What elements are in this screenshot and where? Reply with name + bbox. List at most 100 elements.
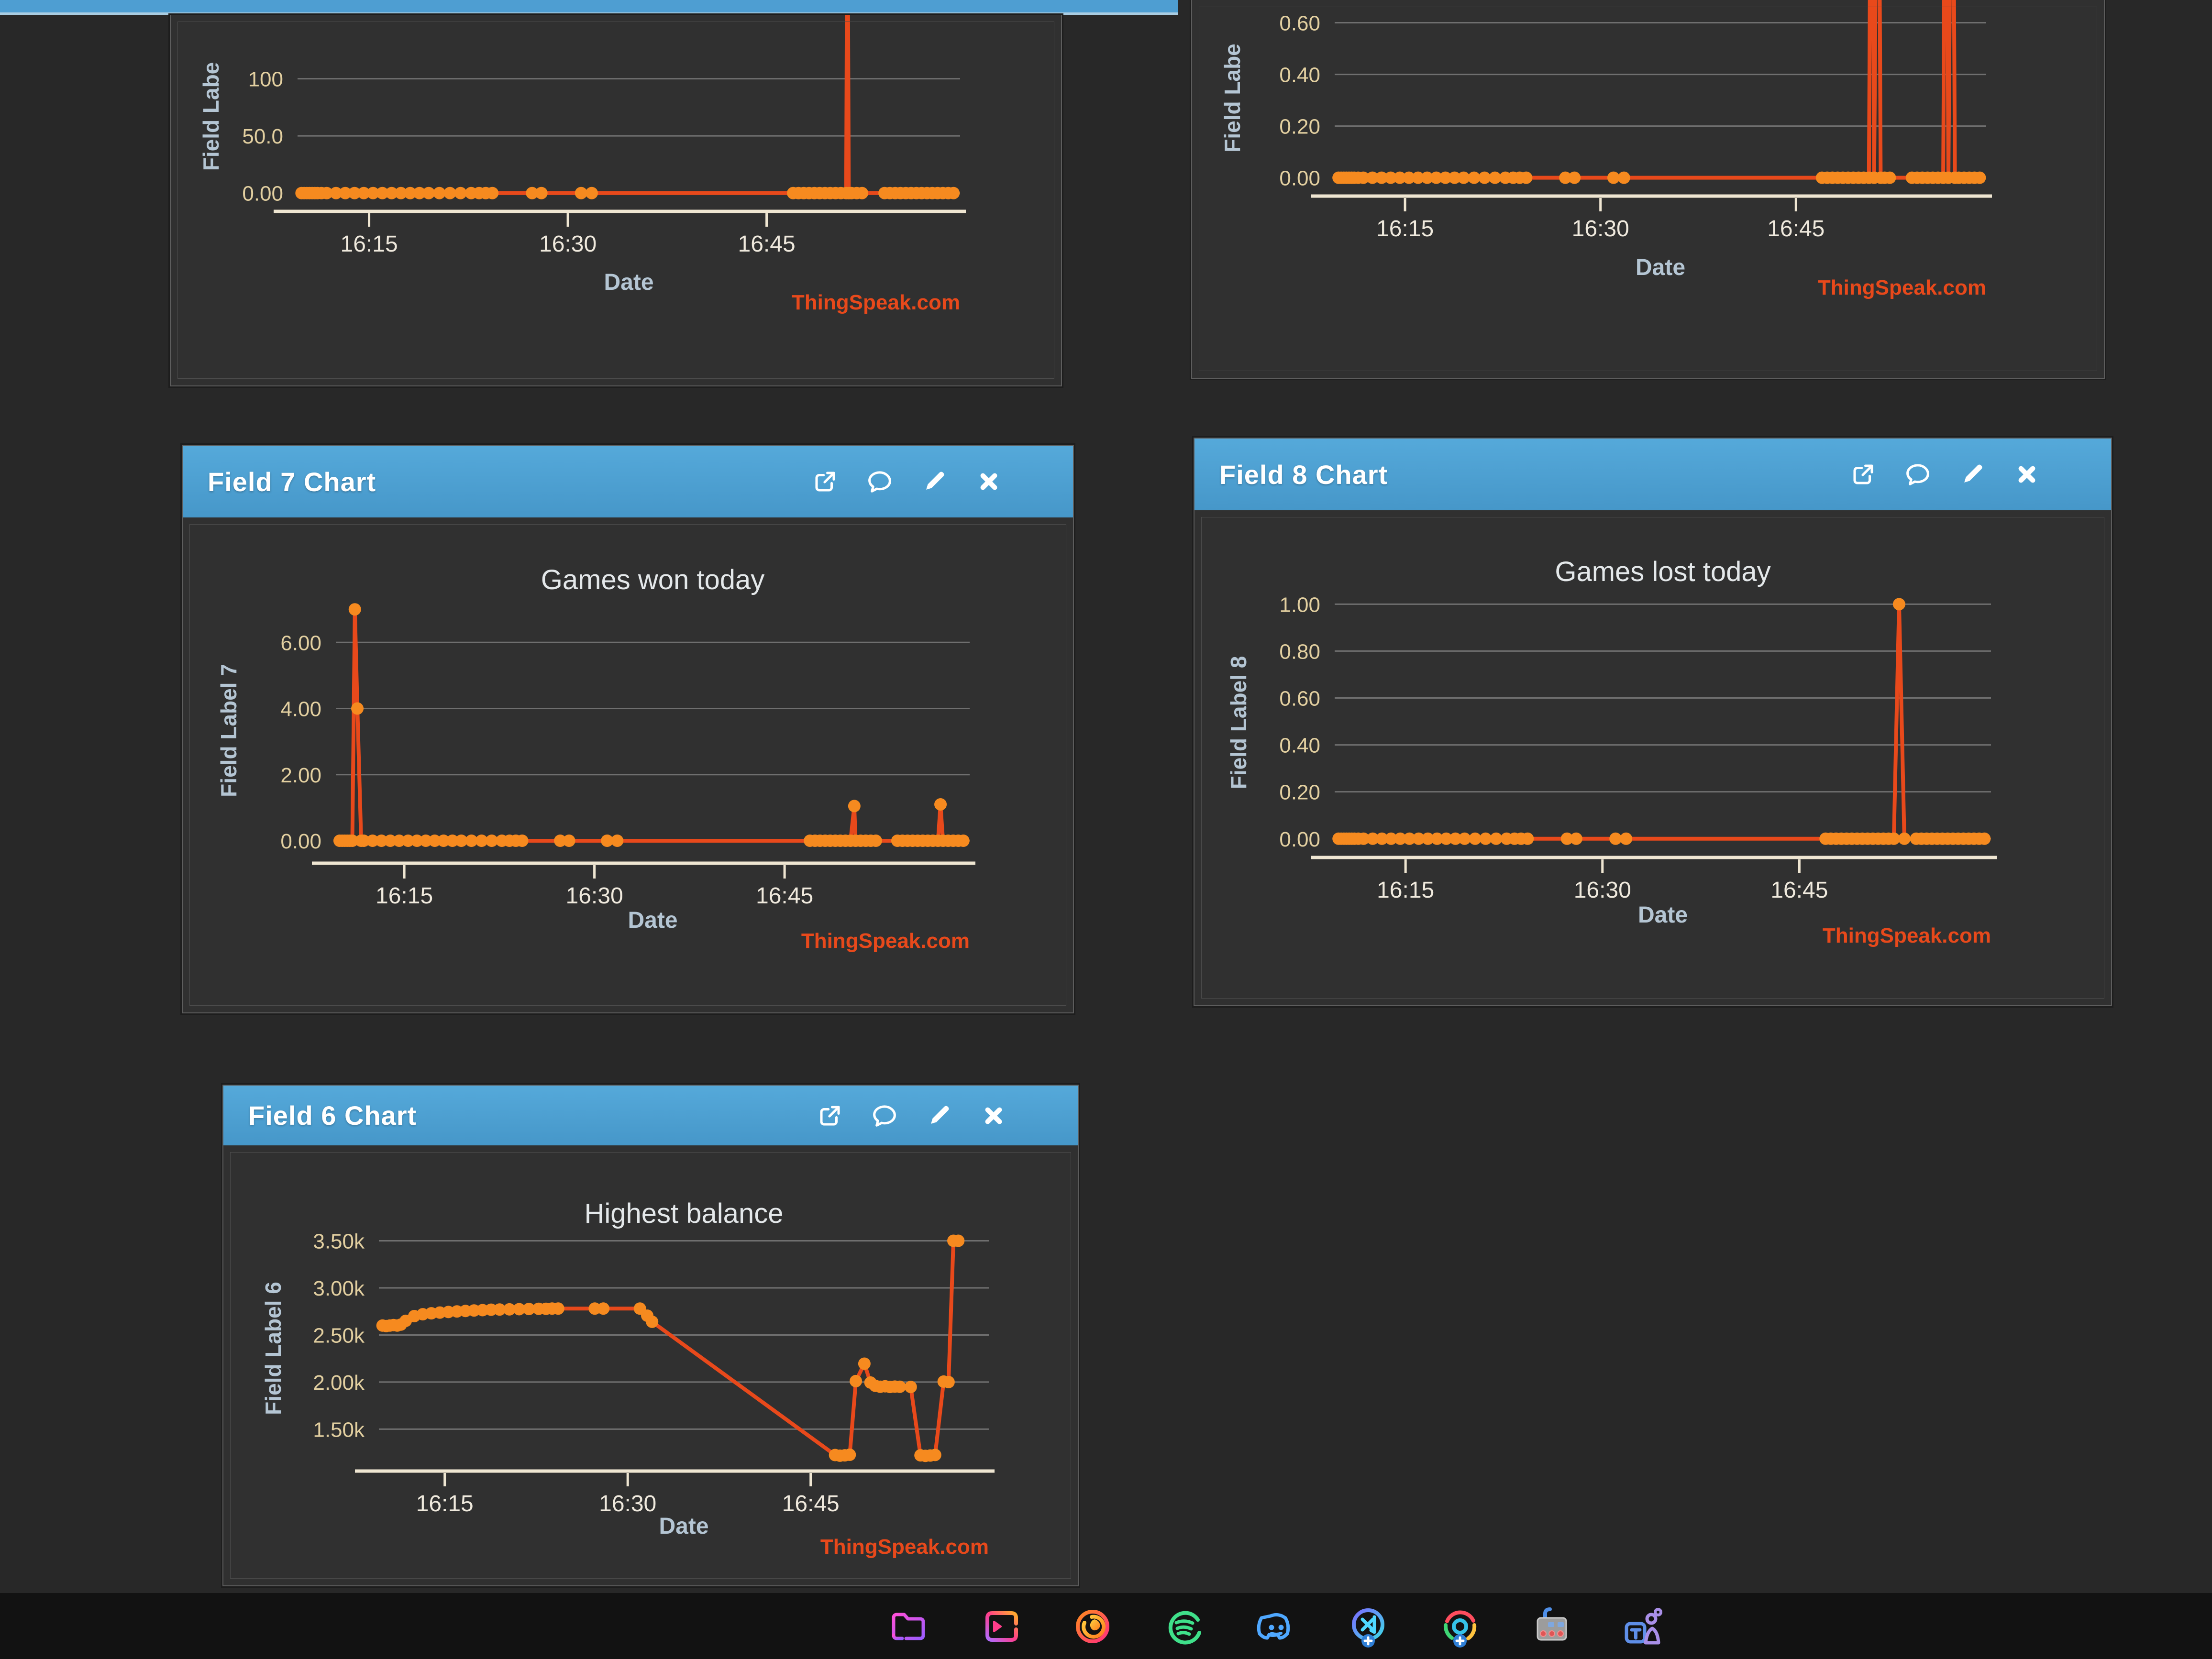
close-chart-button[interactable] — [980, 1102, 1007, 1129]
edit-icon — [926, 1103, 952, 1129]
close-chart-button[interactable] — [2013, 461, 2040, 488]
hardware-controller-icon[interactable] — [1529, 1604, 1575, 1649]
edit-chart-button[interactable] — [1959, 461, 1986, 488]
vscode-icon[interactable] — [1345, 1604, 1391, 1649]
external-link-icon — [812, 469, 838, 494]
svg-text:3.50k: 3.50k — [313, 1230, 365, 1253]
svg-text:Field Label 7: Field Label 7 — [216, 664, 241, 797]
svg-text:3.00k: 3.00k — [313, 1277, 365, 1300]
svg-text:ThingSpeak.com: ThingSpeak.com — [1818, 276, 1986, 299]
panel-header: Field 8 Chart — [1194, 439, 2111, 510]
panel-title: Field 8 Chart — [1219, 459, 1388, 490]
terminal-icon[interactable] — [978, 1604, 1024, 1649]
expand-chart-button[interactable] — [1850, 461, 1877, 488]
svg-text:0.00: 0.00 — [1279, 828, 1320, 851]
svg-text:16:45: 16:45 — [738, 231, 796, 257]
svg-text:16:15: 16:15 — [1377, 878, 1434, 903]
svg-text:Games won today: Games won today — [541, 564, 764, 595]
svg-text:Field Labe: Field Labe — [199, 62, 223, 171]
top-left-chart-canvas: 0.00 50.0 100 16:15 16:30 16:45 Field Labe Date… — [199, 15, 966, 314]
firefox-icon[interactable] — [1070, 1604, 1116, 1649]
edit-icon — [921, 469, 947, 494]
field8-chart-canvas: 0.00 0.20 0.40 0.60 0.80 1.00 16:15 16:30 16:45 G… — [1226, 556, 1997, 947]
field7-chart-canvas: 0.00 2.00 4.00 6.00 16:15 16:30 16:45 Games won… — [216, 564, 975, 953]
svg-text:16:45: 16:45 — [756, 883, 813, 909]
svg-text:0.00: 0.00 — [280, 830, 321, 853]
svg-text:0.60: 0.60 — [1279, 687, 1320, 711]
svg-text:16:45: 16:45 — [782, 1491, 840, 1516]
expand-chart-button[interactable] — [817, 1102, 843, 1129]
svg-text:1.00: 1.00 — [1279, 593, 1320, 616]
comment-button[interactable] — [871, 1102, 898, 1129]
panel-title: Field 6 Chart — [248, 1100, 417, 1131]
top-right-chart-canvas: 0.00 0.20 0.40 0.60 16:15 16:30 16:45 Field Lab… — [1220, 0, 1992, 299]
svg-text:Date: Date — [659, 1514, 708, 1539]
taskbar — [0, 1593, 2212, 1659]
cut-panel-header-strip — [0, 0, 1178, 15]
comment-icon — [867, 469, 893, 494]
panel-top-left-chart: 0.00 50.0 100 16:15 16:30 16:45 Field Labe Date… — [170, 15, 1062, 386]
chrome-icon[interactable] — [1437, 1604, 1483, 1649]
panel-header: Field 7 Chart — [183, 446, 1073, 517]
panel-field7-chart: Field 7 Chart 0.00 2.00 4.00 6.00 16:15 16:30… — [182, 445, 1074, 1013]
svg-text:16:15: 16:15 — [341, 231, 398, 257]
external-link-icon — [817, 1103, 843, 1129]
captions-person-icon[interactable] — [1621, 1604, 1667, 1649]
edit-chart-button[interactable] — [921, 468, 948, 495]
close-chart-button[interactable] — [975, 468, 1002, 495]
svg-text:16:45: 16:45 — [1767, 216, 1825, 242]
svg-text:Field Label 6: Field Label 6 — [261, 1282, 286, 1415]
comment-button[interactable] — [1904, 461, 1931, 488]
svg-text:Date: Date — [1638, 902, 1688, 928]
close-icon — [976, 469, 1002, 494]
edit-icon — [1959, 461, 1985, 487]
header-actions — [817, 1102, 1007, 1129]
svg-text:0.20: 0.20 — [1279, 115, 1320, 139]
panel-title: Field 7 Chart — [208, 466, 376, 497]
svg-text:1.50k: 1.50k — [313, 1418, 365, 1441]
svg-text:16:15: 16:15 — [1376, 216, 1434, 242]
external-link-icon — [1850, 461, 1876, 487]
svg-text:2.50k: 2.50k — [313, 1324, 365, 1347]
expand-chart-button[interactable] — [812, 468, 839, 495]
svg-text:16:30: 16:30 — [1574, 878, 1631, 903]
svg-text:Field Label 8: Field Label 8 — [1226, 656, 1251, 790]
svg-text:2.00: 2.00 — [280, 764, 321, 787]
svg-text:0.20: 0.20 — [1279, 781, 1320, 804]
svg-text:ThingSpeak.com: ThingSpeak.com — [792, 291, 960, 314]
svg-text:16:30: 16:30 — [599, 1491, 656, 1516]
close-icon — [2014, 461, 2040, 487]
svg-text:4.00: 4.00 — [280, 698, 321, 721]
svg-text:16:45: 16:45 — [1770, 878, 1828, 903]
close-icon — [981, 1103, 1006, 1129]
svg-text:50.0: 50.0 — [242, 125, 283, 148]
svg-text:0.60: 0.60 — [1279, 12, 1320, 35]
svg-text:2.00k: 2.00k — [313, 1371, 365, 1395]
field6-chart-canvas: 1.50k 2.00k 2.50k 3.00k 3.50k 16:15 16:30 16:45… — [261, 1198, 995, 1559]
svg-text:16:30: 16:30 — [539, 231, 597, 257]
panel-field6-chart: Field 6 Chart 1.50k 2.00k 2.50k 3.00k 3.50k 1… — [222, 1085, 1079, 1586]
svg-text:16:30: 16:30 — [566, 883, 623, 909]
svg-text:16:15: 16:15 — [376, 883, 433, 909]
svg-text:0.40: 0.40 — [1279, 734, 1320, 758]
svg-text:16:30: 16:30 — [1572, 216, 1629, 242]
panel-header: Field 6 Chart — [223, 1086, 1078, 1145]
spotify-icon[interactable] — [1161, 1604, 1207, 1649]
svg-text:Field Labe: Field Labe — [1220, 44, 1245, 152]
svg-text:0.00: 0.00 — [1279, 167, 1320, 190]
svg-text:ThingSpeak.com: ThingSpeak.com — [820, 1535, 989, 1559]
svg-text:Games lost today: Games lost today — [1555, 556, 1770, 587]
discord-icon[interactable] — [1253, 1604, 1299, 1649]
header-actions — [812, 468, 1002, 495]
svg-text:0.40: 0.40 — [1279, 64, 1320, 87]
svg-text:Date: Date — [628, 908, 677, 933]
svg-text:Highest balance: Highest balance — [585, 1198, 784, 1229]
svg-text:100: 100 — [248, 68, 283, 91]
comment-button[interactable] — [866, 468, 893, 495]
edit-chart-button[interactable] — [926, 1102, 952, 1129]
svg-text:6.00: 6.00 — [280, 631, 321, 655]
header-actions — [1850, 461, 2040, 488]
panel-top-right-chart: 0.00 0.20 0.40 0.60 16:15 16:30 16:45 Field Lab… — [1191, 0, 2105, 379]
svg-text:16:15: 16:15 — [416, 1491, 474, 1516]
file-manager-icon[interactable] — [886, 1604, 932, 1649]
